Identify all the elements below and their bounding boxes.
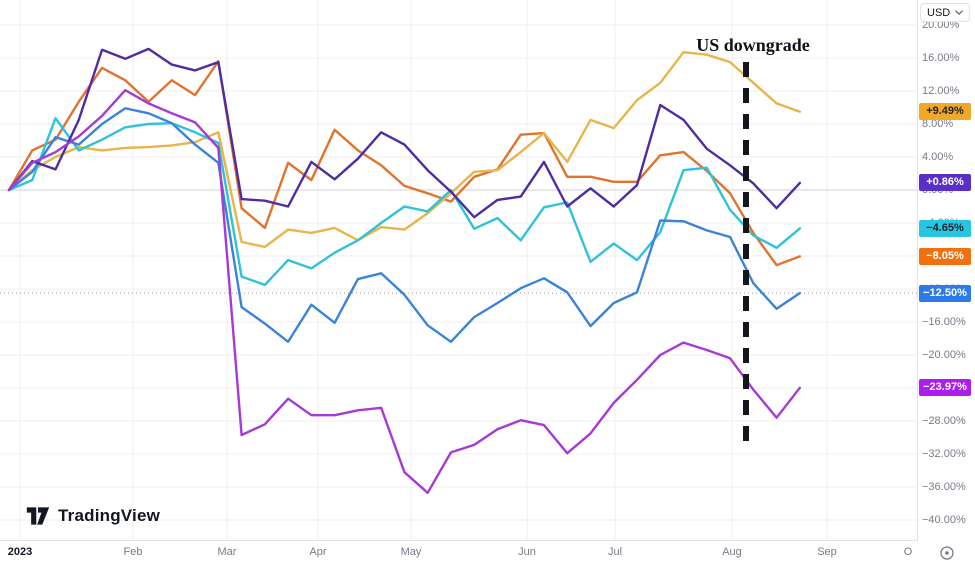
time-axis-label-2023: 2023 — [7, 546, 33, 558]
series-line-blue[interactable] — [7, 107, 802, 343]
series-line-orange[interactable] — [7, 60, 802, 267]
price-axis-tick: −36.00% — [922, 480, 966, 493]
price-badge-orange: −8.05% — [919, 247, 971, 265]
price-axis[interactable]: USD 20.00%16.00%12.00%8.00%4.00%0.00%−4.… — [918, 0, 975, 540]
price-badge-cyan: −4.65% — [919, 219, 971, 237]
scroll-to-realtime-icon[interactable] — [939, 545, 955, 561]
time-axis-label-jul: Jul — [607, 546, 623, 558]
time-axis-label-jun: Jun — [518, 546, 536, 558]
price-axis-tick: 16.00% — [922, 51, 960, 64]
tradingview-logo[interactable]: TradingView — [26, 506, 160, 526]
price-axis-tick: 4.00% — [922, 150, 954, 163]
price-axis-tick: −28.00% — [922, 414, 966, 427]
currency-selector-value: USD — [927, 6, 951, 19]
price-badge-indigo: +0.86% — [919, 174, 971, 192]
series-line-magenta[interactable] — [7, 88, 802, 494]
time-axis-label-o: O — [903, 546, 913, 558]
tradingview-logo-text: TradingView — [58, 506, 161, 525]
annotation-us-downgrade: US downgrade — [696, 35, 810, 55]
tradingview-logo-icon — [26, 507, 50, 525]
series-line-cyan[interactable] — [7, 116, 802, 287]
price-axis-tick: −40.00% — [922, 513, 966, 526]
time-axis-label-mar: Mar — [217, 546, 237, 558]
chevron-down-icon — [955, 10, 963, 15]
series-line-yellow[interactable] — [7, 51, 802, 249]
price-axis-tick: −32.00% — [922, 447, 966, 460]
chart-pane[interactable]: US downgrade TradingView — [0, 0, 918, 541]
price-badge-magenta: −23.97% — [919, 379, 971, 397]
series-line-indigo[interactable] — [7, 47, 802, 219]
price-axis-tick: 8.00% — [922, 117, 954, 130]
price-badge-blue: −12.50% — [919, 284, 971, 302]
price-axis-tick: 12.00% — [922, 84, 960, 97]
time-axis-label-apr: Apr — [309, 546, 327, 558]
time-axis-label-sep: Sep — [817, 546, 837, 558]
price-axis-tick: −20.00% — [922, 348, 966, 361]
price-axis-tick: −16.00% — [922, 315, 966, 328]
time-axis[interactable]: 2023 Feb Mar Apr May Jun Jul Aug Sep O — [0, 541, 975, 565]
price-badge-yellow: +9.49% — [919, 103, 971, 121]
time-axis-label-feb: Feb — [123, 546, 143, 558]
price-chart-canvas — [0, 0, 917, 540]
time-axis-label-aug: Aug — [722, 546, 742, 558]
currency-selector[interactable]: USD — [920, 3, 970, 22]
time-axis-label-may: May — [400, 546, 422, 558]
